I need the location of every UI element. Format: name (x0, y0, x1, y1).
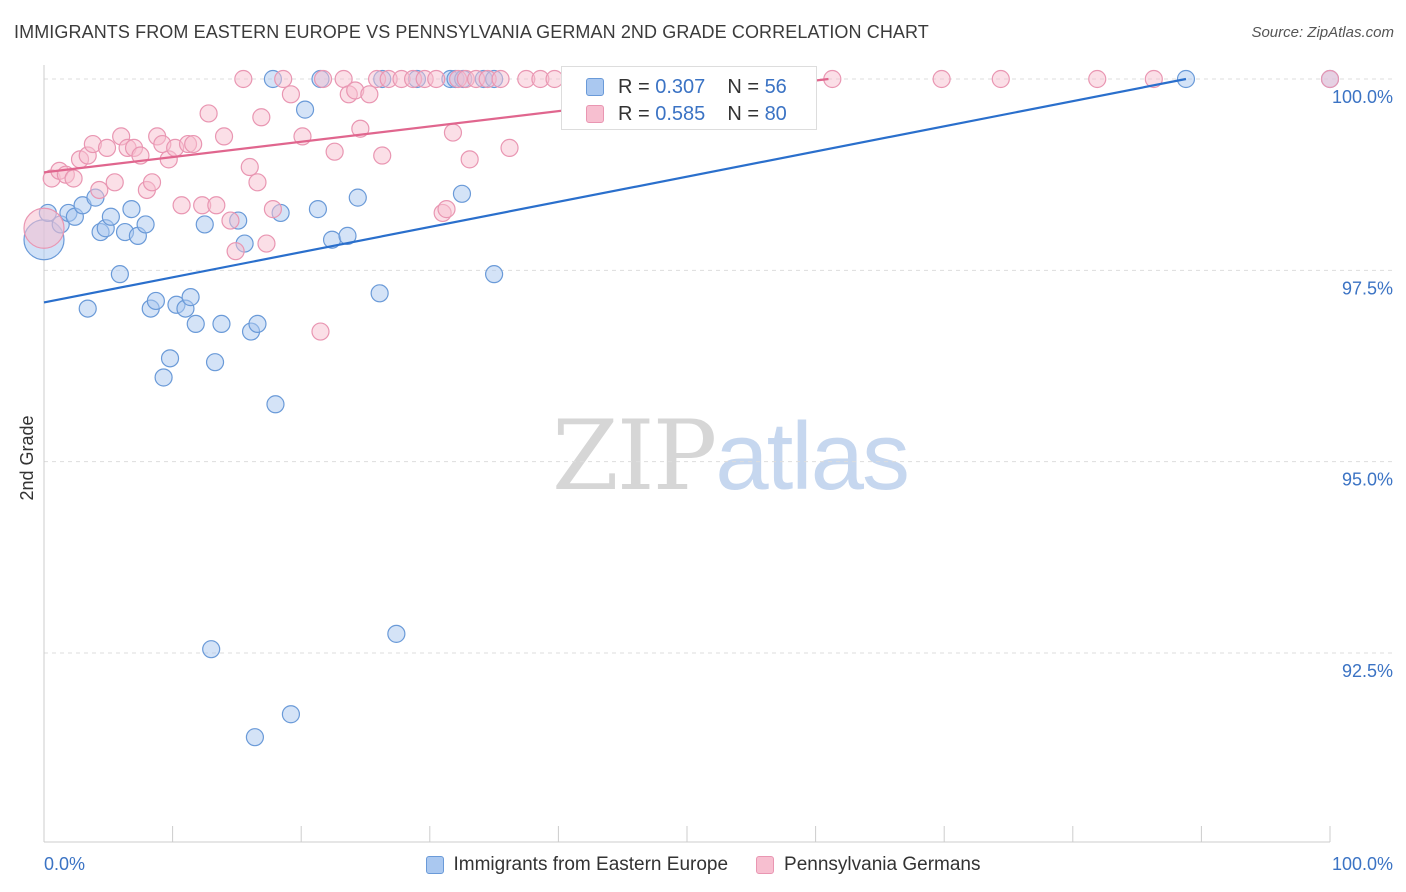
blue-point (136, 215, 155, 234)
pink-point (1320, 69, 1340, 89)
stats-box: R = 0.307 N = 56 R = 0.585 N = 80 (561, 66, 817, 130)
pink-point (207, 196, 226, 215)
blue-point (452, 184, 472, 203)
stats-blue-n-label: N = (727, 75, 759, 98)
stats-row-pink: R = 0.585 N = 80 (586, 101, 787, 127)
blue-point (205, 353, 225, 372)
pink-point (351, 119, 370, 138)
blue-point (146, 291, 165, 311)
stats-swatch-blue (586, 78, 604, 96)
pink-point (1144, 69, 1163, 89)
pink-point (263, 200, 283, 219)
blue-point (195, 215, 214, 234)
pink-point (226, 242, 245, 261)
pink-point (252, 108, 271, 127)
pink-point (460, 150, 479, 169)
pink-point (234, 69, 253, 89)
blue-point (245, 728, 265, 747)
pink-point (64, 169, 83, 188)
blue-point (202, 640, 221, 659)
legend-swatch-pink (756, 856, 775, 874)
x-tick-label: 0.0% (44, 854, 85, 874)
stats-pink-n-label: N = (727, 102, 759, 125)
pink-point (105, 173, 124, 192)
legend-item-blue[interactable]: Immigrants from Eastern Europe (425, 852, 729, 878)
blue-point (122, 200, 141, 219)
pink-point (360, 85, 379, 104)
pink-point (437, 200, 456, 219)
blue-point (160, 349, 180, 368)
blue-point (248, 314, 267, 334)
legend-item-pink[interactable]: Pennsylvania Germans (756, 852, 980, 878)
stats-row-blue: R = 0.307 N = 56 (586, 74, 787, 100)
pink-point (1088, 69, 1107, 89)
y-axis-title: 2nd Grade (17, 415, 37, 500)
watermark-zip: ZIP (552, 400, 717, 512)
pink-point (257, 234, 276, 253)
pink-point (991, 69, 1010, 89)
pink-point (142, 173, 162, 192)
pink-point (221, 211, 240, 230)
stats-blue-r: 0.307 (655, 75, 706, 98)
pink-point (427, 69, 446, 89)
blue-point (308, 200, 328, 219)
blue-point (338, 226, 357, 245)
pink-point (311, 322, 330, 341)
stats-pink-n: 80 (764, 102, 787, 125)
legend-label-pink: Pennsylvania Germans (784, 854, 981, 875)
watermark: ZIPatlas (552, 400, 910, 512)
pink-point (443, 123, 463, 142)
pink-point (184, 134, 203, 154)
stats-blue-r-label: R = (618, 75, 650, 98)
pink-point (248, 173, 267, 192)
blue-point (370, 284, 389, 303)
watermark-atlas: atlas (715, 403, 910, 510)
pink-point (23, 207, 65, 249)
pink-point (325, 142, 344, 161)
pink-point (172, 196, 191, 215)
pink-point (313, 69, 333, 89)
pink-point (491, 69, 510, 89)
stats-pink-r: 0.585 (655, 102, 706, 125)
pink-point (500, 138, 519, 157)
x-tick-label: 100.0% (1332, 854, 1393, 874)
blue-point (485, 265, 504, 284)
pink-point (214, 127, 234, 146)
legend-swatch-blue (425, 856, 444, 874)
legend: Immigrants from Eastern Europe Pennsylva… (0, 852, 1406, 878)
source-credit: Source: ZipAtlas.com (1251, 24, 1394, 41)
blue-point (281, 705, 301, 724)
y-tick-label: 97.5% (1342, 278, 1393, 298)
stats-pink-r-label: R = (618, 102, 650, 125)
blue-trend-line (43, 77, 1187, 304)
stats-blue-n: 56 (764, 75, 787, 98)
pink-point (90, 180, 109, 200)
pink-point (281, 85, 301, 104)
blue-point (212, 314, 231, 334)
y-tick-label: 92.5% (1342, 661, 1393, 681)
blue-point (154, 368, 173, 387)
blue-point (348, 188, 367, 207)
blue-point (78, 299, 97, 318)
pink-point (373, 146, 392, 165)
pink-point (97, 138, 117, 157)
y-tick-label: 100.0% (1332, 87, 1393, 107)
legend-label-blue: Immigrants from Eastern Europe (453, 854, 729, 875)
pink-point (932, 69, 951, 89)
pink-point (199, 104, 218, 123)
blue-point (266, 395, 285, 414)
blue-point (387, 624, 406, 643)
blue-point (186, 314, 205, 334)
pink-point (274, 69, 293, 89)
blue-point (181, 288, 200, 307)
y-tick-label: 95.0% (1342, 470, 1393, 490)
blue-point (110, 265, 129, 284)
blue-point (101, 207, 120, 226)
stats-swatch-pink (586, 105, 604, 123)
chart-title: IMMIGRANTS FROM EASTERN EUROPE VS PENNSY… (14, 22, 929, 42)
blue-point (295, 100, 315, 119)
pink-point (240, 157, 259, 177)
